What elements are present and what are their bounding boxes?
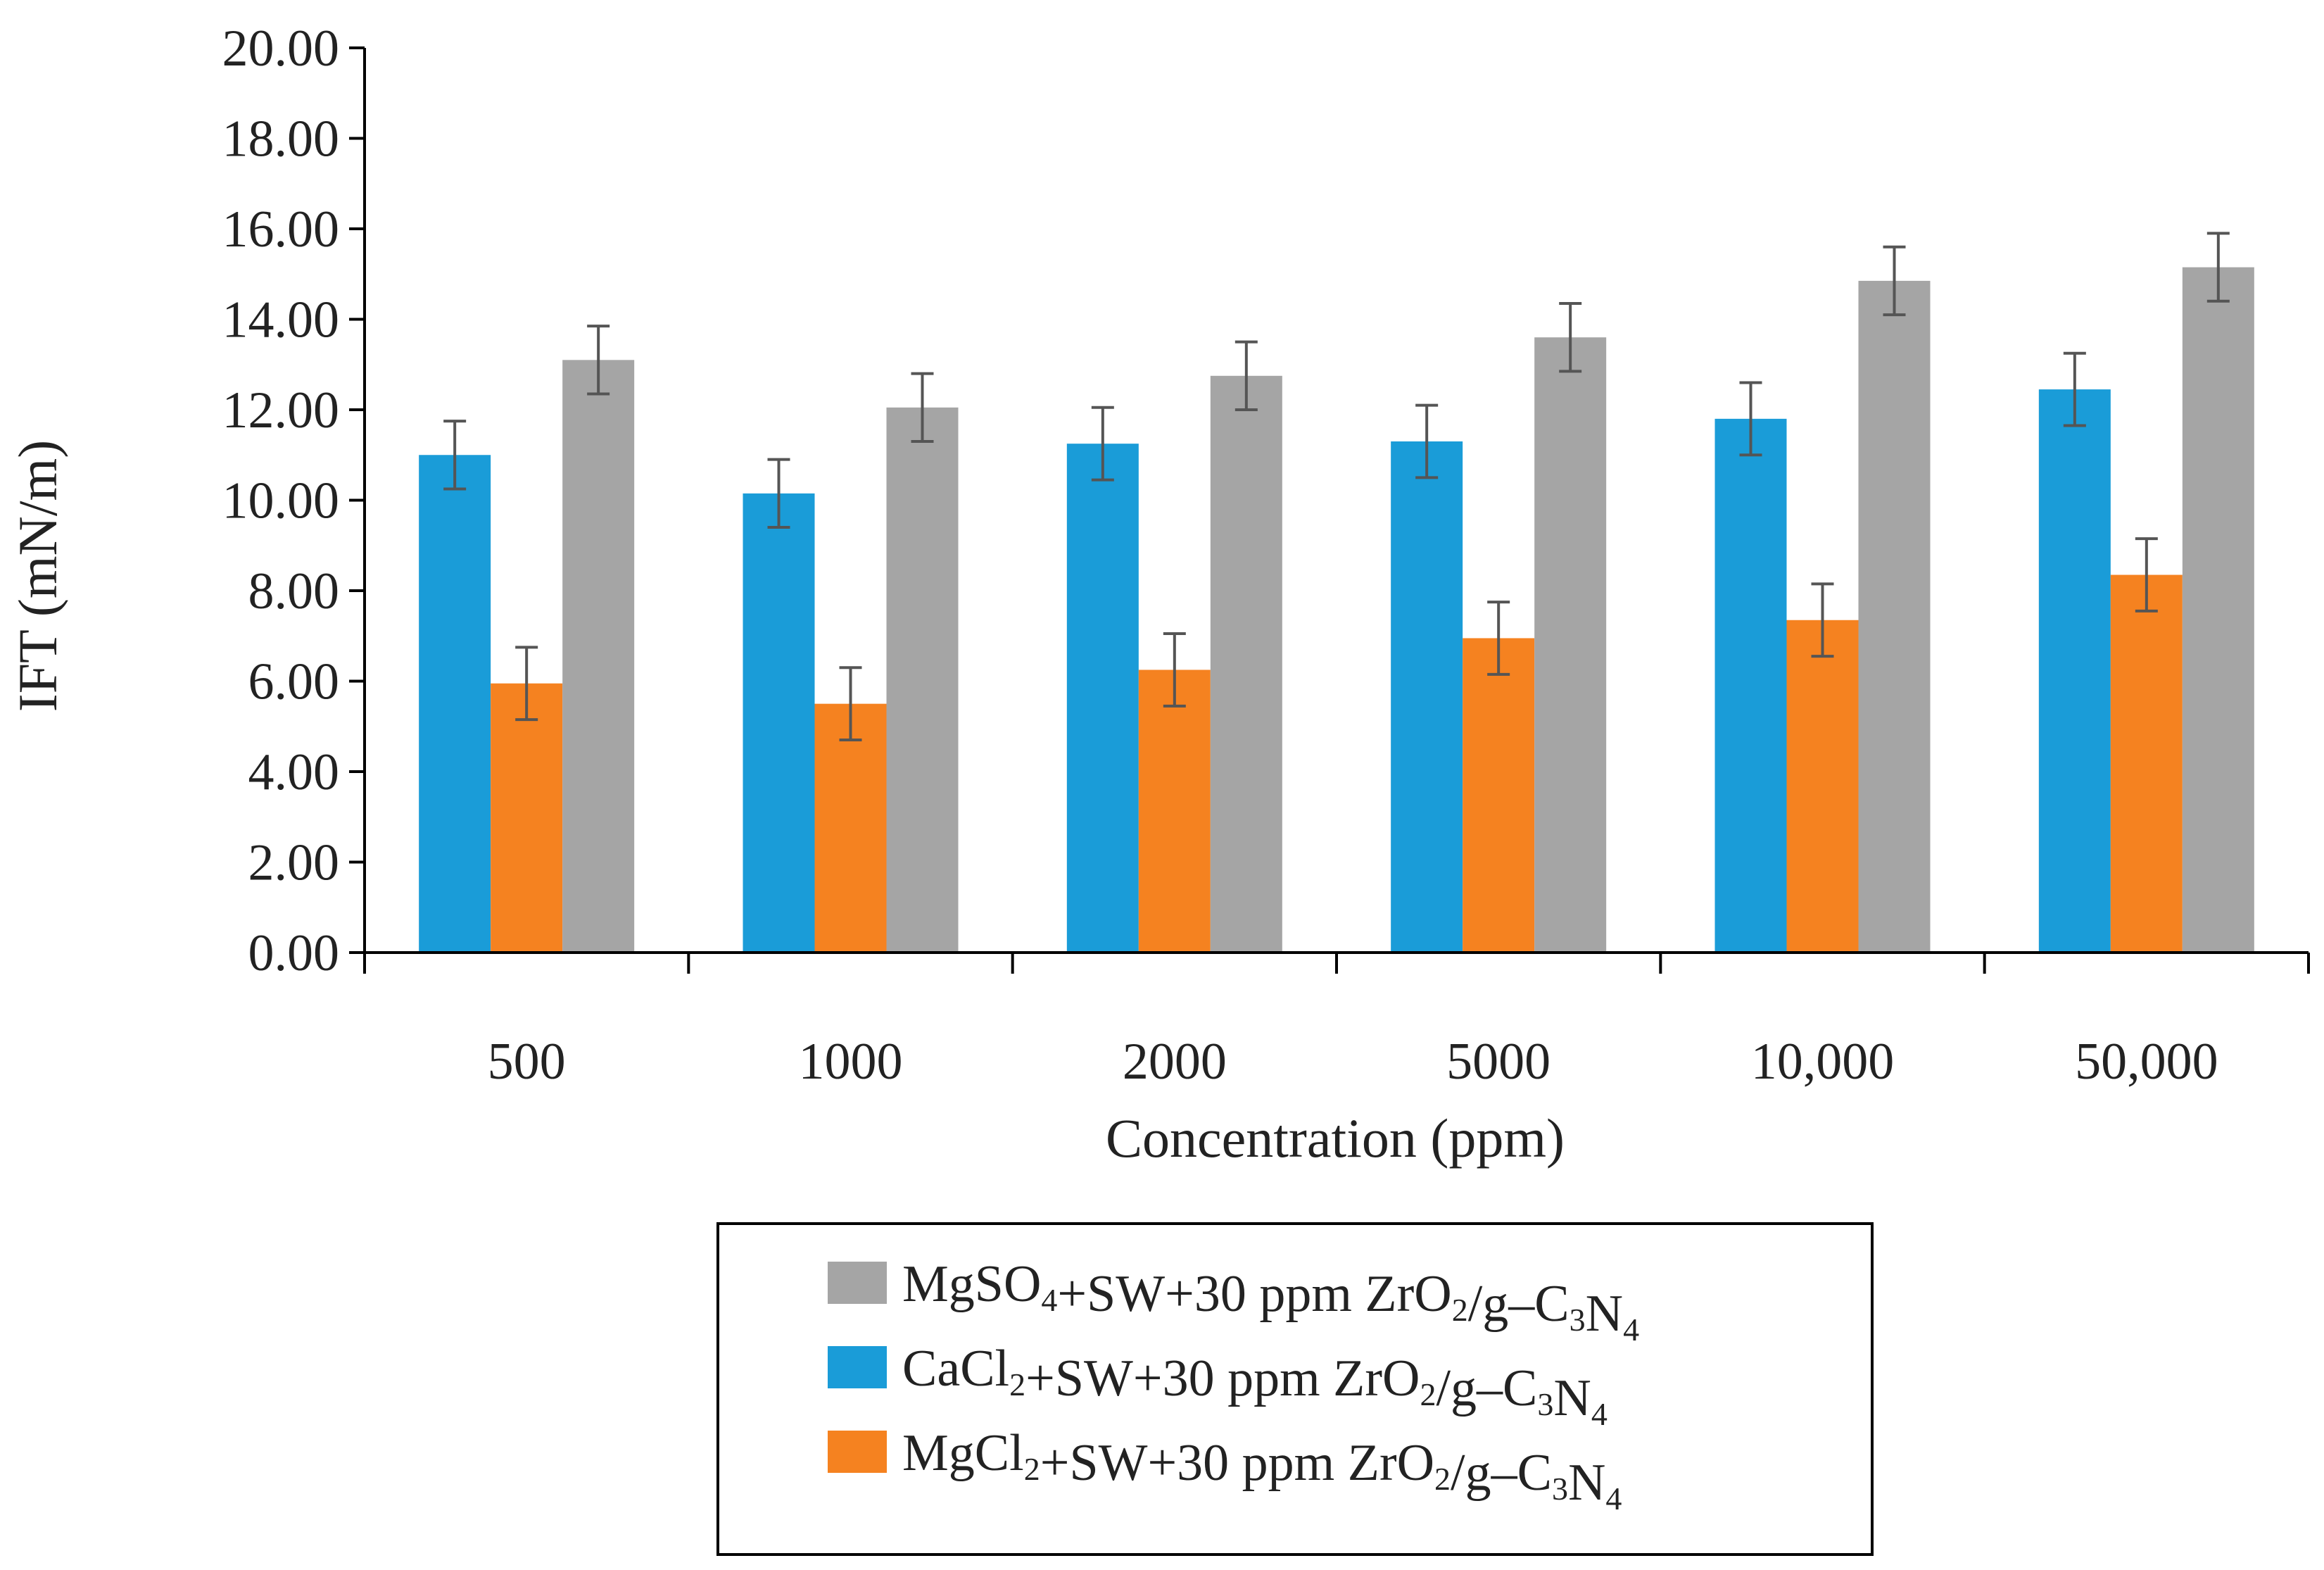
legend-item: MgCl2+SW+30 ppm ZrO2/g–C3N4	[828, 1424, 1622, 1516]
legend-label-part: /g–C	[1468, 1275, 1570, 1333]
x-tick-label: 1000	[799, 1033, 903, 1091]
legend-label-subscript: 3	[1552, 1471, 1568, 1507]
legend-label-part: CaCl	[902, 1340, 1009, 1398]
bar	[743, 493, 815, 953]
x-tick-label: 2000	[1123, 1033, 1227, 1091]
legend-label-subscript: 2	[1420, 1376, 1436, 1412]
bar	[2182, 267, 2254, 953]
legend-label-subscript: 4	[1591, 1396, 1608, 1432]
y-tick-label: 12.00	[222, 382, 340, 439]
legend-label-subscript: 2	[1434, 1461, 1451, 1497]
x-tick-label: 5000	[1446, 1033, 1551, 1091]
legend-label-subscript: 3	[1537, 1386, 1553, 1422]
legend-label-part: /g–C	[1451, 1444, 1552, 1502]
bar	[1066, 444, 1139, 953]
bar	[1210, 375, 1282, 953]
legend-swatch	[828, 1262, 887, 1304]
bar	[2110, 574, 2183, 953]
legend-label-part: +SW+30 ppm ZrO	[1040, 1434, 1434, 1492]
y-tick-label: 6.00	[248, 653, 340, 711]
x-tick-label: 10,000	[1751, 1033, 1895, 1091]
y-tick-label: 10.00	[222, 472, 340, 530]
bar	[1391, 441, 1463, 953]
bar	[886, 407, 959, 953]
bar	[1463, 638, 1535, 953]
bar	[562, 360, 635, 953]
y-tick-label: 20.00	[222, 20, 340, 77]
axes: 0.00 2.00 4.00 6.00 8.00 10.00 12.00 14.00 16.00…	[222, 20, 2310, 1091]
y-tick-label: 18.00	[222, 111, 340, 168]
x-axis-title: Concentration (ppm)	[1106, 1107, 1565, 1169]
legend-label-part: N	[1553, 1369, 1591, 1427]
legend-label-part: MgCl	[902, 1424, 1024, 1482]
legend-label-subscript: 4	[1041, 1282, 1057, 1318]
legend-frame	[716, 1222, 1874, 1556]
bar	[1534, 337, 1607, 953]
legend-label-subscript: 4	[1623, 1312, 1639, 1348]
bar	[1858, 280, 1931, 953]
y-axis-title: IFT (mN/m)	[7, 440, 68, 712]
bar	[2038, 389, 2111, 953]
y-tick-label: 0.00	[248, 924, 340, 982]
y-tick-label: 16.00	[222, 201, 340, 258]
x-tick-label: 50,000	[2075, 1033, 2218, 1091]
bar	[491, 683, 563, 953]
legend-label-subscript: 2	[1024, 1451, 1040, 1487]
bar	[1138, 670, 1211, 953]
legend-swatch	[828, 1431, 887, 1473]
bar	[1714, 418, 1787, 953]
bar	[1786, 620, 1859, 953]
legend-label-subscript: 2	[1009, 1367, 1025, 1402]
legend-label: MgSO4+SW+30 ppm ZrO2/g–C3N4	[902, 1255, 1639, 1348]
legend-label-part: /g–C	[1436, 1359, 1537, 1417]
legend-item: CaCl2+SW+30 ppm ZrO2/g–C3N4	[828, 1340, 1608, 1432]
bar	[419, 455, 491, 953]
legend-label-part: N	[1586, 1285, 1623, 1343]
bar	[814, 703, 887, 953]
legend-label-subscript: 4	[1605, 1481, 1622, 1516]
legend-label-part: N	[1568, 1454, 1605, 1512]
legend-label-part: +SW+30 ppm ZrO	[1057, 1265, 1451, 1323]
legend-label-subscript: 2	[1452, 1292, 1468, 1328]
y-tick-label: 14.00	[222, 291, 340, 349]
legend-item: MgSO4+SW+30 ppm ZrO2/g–C3N4	[828, 1255, 1639, 1348]
x-tick-label: 500	[488, 1033, 566, 1091]
plot-area	[419, 232, 2254, 953]
y-tick-label: 4.00	[248, 743, 340, 801]
legend-label-part: MgSO	[902, 1255, 1041, 1313]
legend-label: CaCl2+SW+30 ppm ZrO2/g–C3N4	[902, 1340, 1608, 1432]
legend-label-part: +SW+30 ppm ZrO	[1025, 1350, 1420, 1407]
y-tick-label: 2.00	[248, 834, 340, 892]
legend-label: MgCl2+SW+30 ppm ZrO2/g–C3N4	[902, 1424, 1622, 1516]
y-tick-label: 8.00	[248, 563, 340, 620]
legend-swatch	[828, 1346, 887, 1388]
legend-label-subscript: 3	[1570, 1302, 1586, 1338]
